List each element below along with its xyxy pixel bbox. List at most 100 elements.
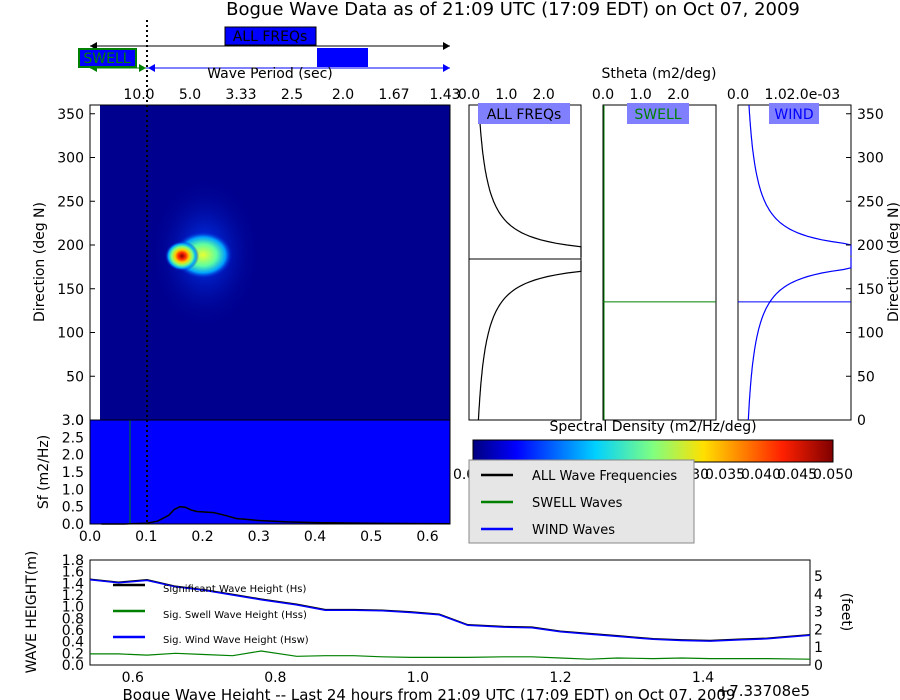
- frequency-tick-label: 0.0: [79, 529, 101, 545]
- direction-tick-label-right: 0: [857, 413, 866, 429]
- period-tick-label: 3.33: [225, 87, 256, 103]
- colorbar: [472, 439, 834, 463]
- period-tick-label: 10.0: [123, 87, 154, 103]
- legend-hs-label: Significant Wave Height (Hs): [163, 584, 306, 595]
- stheta-all-badge-label: ALL FREQs: [487, 107, 562, 123]
- sf-background: [90, 420, 450, 524]
- direction-tick-label-right: 100: [857, 326, 884, 342]
- feet-tick-label: 1: [814, 640, 823, 656]
- height-tick-label: 1.8: [62, 553, 84, 569]
- direction-tick-label: 0: [75, 413, 84, 429]
- stheta-wind-badge-label: WIND: [774, 107, 813, 123]
- direction-tick-label-right: 150: [857, 282, 884, 298]
- direction-tick-label-right: 50: [857, 369, 875, 385]
- sf-tick-label: 1.5: [62, 465, 84, 481]
- frequency-tick-label: 0.5: [360, 529, 382, 545]
- period-bar: ALL FREQs SWELL: [78, 26, 450, 72]
- stheta-swell-frame: [602, 104, 717, 421]
- sf-tick-label: 3.0: [62, 413, 84, 429]
- height-tick-label: 1.0: [62, 600, 84, 616]
- stheta-tick-label: 2.0: [667, 87, 689, 103]
- legend-wind-label: WIND Waves: [532, 523, 615, 538]
- spectrum-primary-peak: [165, 241, 199, 271]
- height-tick-label: 0.2: [62, 646, 84, 662]
- wave-period-axis-label: Wave Period (sec): [207, 66, 333, 82]
- direction-axis-label-right: Direction (deg N): [886, 202, 900, 322]
- legend-swell-label: SWELL Waves: [532, 496, 623, 511]
- period-tick-label: 2.0: [332, 87, 354, 103]
- swell-range-right-arrow-icon: [139, 64, 146, 72]
- stheta-swell-panel: SWELL: [602, 103, 717, 421]
- sf-frame: [89, 419, 451, 525]
- direction-tick-label: 200: [57, 238, 84, 254]
- wave-period-ticks: 10.0 5.0 3.33 2.5 2.0 1.67 1.43: [123, 87, 460, 103]
- height-tick-label: 1.4: [62, 576, 84, 592]
- sf-series-line: [101, 505, 451, 525]
- height-tick-label: 1.2: [62, 588, 84, 604]
- sf-axis-label: Sf (m2/Hz): [36, 435, 52, 509]
- stheta-tick-label: 0.0: [458, 87, 480, 103]
- direction-axis-label: Direction (deg N): [32, 202, 48, 322]
- hss-series-line: [90, 650, 811, 660]
- height-tick-label: 0.6: [62, 623, 84, 639]
- sf-tick-label: 2.5: [62, 430, 84, 446]
- legend-all-label: ALL Wave Frequencies: [532, 469, 677, 484]
- all-range-right-arrow-icon: [443, 42, 450, 50]
- wind-peak-block: [317, 48, 368, 67]
- direction-tick-label-right: 200: [857, 238, 884, 254]
- wave-height-feet-label: (feet): [838, 593, 854, 632]
- time-tick-label: 1.2: [549, 670, 571, 686]
- stheta-tick-label: 1.0: [630, 87, 652, 103]
- sf-tick-label: 2.0: [62, 448, 84, 464]
- height-tick-label: 0.4: [62, 635, 84, 651]
- period-tick-label: 1.67: [378, 87, 409, 103]
- wind-range-left-arrow-icon: [148, 64, 155, 72]
- time-tick-label: 0.8: [264, 670, 286, 686]
- frequency-spectrum-panel: [89, 419, 451, 525]
- spectrum-y-ticks: 0 50 100 150 200 250 300 350: [57, 107, 95, 429]
- time-tick-label: 1.4: [692, 670, 714, 686]
- spectra-legend: ALL Wave Frequencies SWELL Waves WIND Wa…: [468, 459, 695, 544]
- stheta-tick-label: 0.0: [592, 87, 614, 103]
- sf-tick-label: 1.0: [62, 482, 84, 498]
- period-tick-label: 2.5: [281, 87, 303, 103]
- time-tick-label: 1.0: [407, 670, 429, 686]
- stheta-ticks: 0.0 1.0 2.0 0.0 1.0 2.0 0.0 1.0 2.0e-03050100150…: [458, 87, 884, 429]
- frequency-tick-label: 0.4: [304, 529, 326, 545]
- legend-hsw-label: Sig. Wind Wave Height (Hsw): [163, 635, 309, 646]
- figure-title: Bogue Wave Data as of 21:09 UTC (17:09 E…: [226, 0, 800, 20]
- direction-tick-label-right: 350: [857, 107, 884, 123]
- sf-ticks: 0.00.51.01.52.02.53.00.0 0.1 0.2 0.3 0.4 0.5 0…: [62, 413, 439, 545]
- wave-height-legend: Significant Wave Height (Hs) Sig. Swell …: [113, 583, 309, 646]
- sf-tick-label: 0.5: [62, 500, 84, 516]
- direction-tick-label: 250: [57, 194, 84, 210]
- wind-range-arrow-icon: [443, 64, 450, 72]
- period-tick-label: 5.0: [179, 87, 201, 103]
- stheta-tick-label: 2.0e-03: [786, 87, 840, 103]
- hsw-series-line: [89, 579, 811, 642]
- feet-tick-label: 2: [814, 622, 823, 638]
- colorbar-tick-label: 0.050: [813, 467, 853, 483]
- feet-tick-label: 4: [814, 587, 823, 603]
- stheta-wind-frame: [737, 104, 852, 421]
- frequency-tick-label: 0.3: [248, 529, 270, 545]
- direction-tick-label-right: 250: [857, 194, 884, 210]
- wave-height-x-label: Bogue Wave Height -- Last 24 hours from …: [123, 686, 736, 700]
- wave-height-axis-label: WAVE HEIGHT(m): [24, 551, 40, 674]
- stheta-wind-panel: WIND: [737, 103, 852, 421]
- height-tick-label: 0.0: [62, 658, 84, 674]
- swell-badge: [78, 48, 137, 68]
- feet-tick-label: 3: [814, 605, 823, 621]
- all-freqs-badge: [224, 26, 317, 46]
- wave-height-frame: [89, 559, 811, 666]
- stheta-tick-label: 0.0: [727, 87, 749, 103]
- frequency-tick-label: 0.6: [416, 529, 438, 545]
- stheta-all-frame: [468, 104, 582, 421]
- stheta-axis-label: Stheta (m2/deg): [602, 66, 717, 82]
- feet-tick-label: 0: [814, 658, 823, 674]
- sf-tick-label: 0.0: [62, 517, 84, 533]
- period-tick-label: 1.43: [429, 87, 460, 103]
- stheta-tick-label: 1.0: [765, 87, 787, 103]
- legend-hss-label: Sig. Swell Wave Height (Hss): [163, 610, 307, 621]
